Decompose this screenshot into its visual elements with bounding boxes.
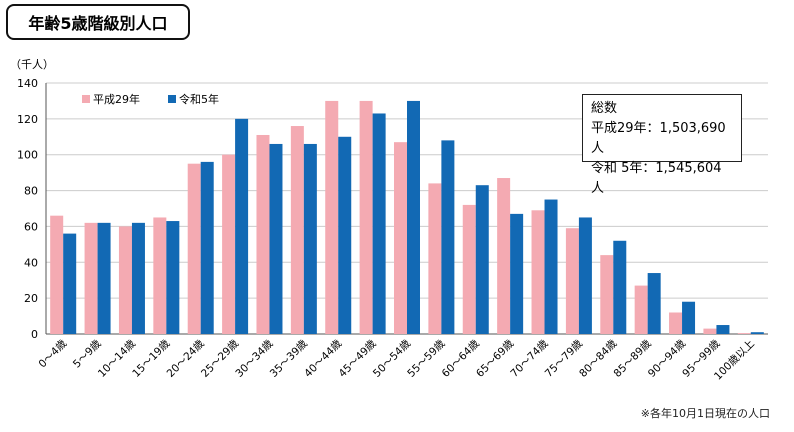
bar bbox=[63, 233, 77, 334]
bar bbox=[682, 301, 696, 334]
bar bbox=[407, 100, 420, 334]
bar bbox=[565, 228, 579, 334]
bar bbox=[200, 161, 214, 334]
bar bbox=[647, 273, 661, 334]
totals-box: 総数 平成29年：1,503,690人 令和 5年：1,545,604人 bbox=[582, 94, 742, 196]
legend-label: 平成29年 bbox=[93, 92, 140, 106]
y-axis-ticks: 0 20 40 60 80 100 120 140 bbox=[17, 77, 38, 341]
bar bbox=[600, 255, 614, 334]
totals-line-h29: 平成29年：1,503,690人 bbox=[591, 121, 726, 156]
bar bbox=[222, 154, 236, 334]
bar bbox=[256, 134, 270, 334]
bar bbox=[118, 226, 132, 334]
bar bbox=[441, 140, 455, 334]
y-tick-label: 100 bbox=[17, 149, 38, 162]
bar bbox=[544, 199, 558, 334]
bar bbox=[131, 222, 145, 334]
totals-line-r5: 令和 5年：1,545,604人 bbox=[591, 161, 722, 196]
y-tick-label: 0 bbox=[31, 328, 38, 341]
y-tick-label: 120 bbox=[17, 113, 38, 126]
legend-swatch bbox=[82, 95, 90, 103]
x-tick-label: 5～9歳 bbox=[71, 337, 104, 370]
legend: 平成29年 令和5年 bbox=[82, 92, 219, 106]
y-tick-label: 60 bbox=[24, 220, 38, 233]
bar bbox=[497, 178, 511, 334]
bar bbox=[531, 210, 545, 334]
bar bbox=[634, 285, 648, 334]
bar bbox=[325, 100, 339, 334]
y-tick-label: 80 bbox=[24, 185, 38, 198]
bar bbox=[303, 143, 317, 334]
bar bbox=[84, 222, 98, 334]
legend-label: 令和5年 bbox=[179, 92, 219, 106]
x-tick-label: 0～4歳 bbox=[37, 337, 70, 370]
bars bbox=[50, 100, 764, 335]
bar bbox=[475, 185, 489, 334]
y-tick-label: 20 bbox=[24, 292, 38, 305]
bar bbox=[166, 221, 180, 334]
y-tick-label: 140 bbox=[17, 77, 38, 90]
bar bbox=[50, 215, 64, 334]
bar bbox=[153, 217, 167, 334]
bar bbox=[290, 126, 304, 335]
bar bbox=[578, 217, 592, 334]
x-axis-ticks: 0～4歳 5～9歳10～14歳15～19歳20～24歳25～29歳30～34歳35… bbox=[37, 337, 757, 382]
bar bbox=[338, 136, 352, 334]
chart-title: 年齢5歳階級別人口 bbox=[6, 4, 190, 40]
bar bbox=[703, 328, 717, 334]
bar bbox=[359, 100, 373, 334]
bar bbox=[235, 118, 249, 334]
bar bbox=[737, 333, 751, 334]
bar bbox=[510, 213, 524, 334]
bar bbox=[462, 204, 476, 334]
bar bbox=[97, 222, 111, 334]
bar bbox=[613, 240, 627, 334]
bar bbox=[187, 163, 201, 334]
bar bbox=[394, 142, 407, 334]
bar bbox=[269, 143, 283, 334]
bar bbox=[372, 113, 386, 334]
y-axis-unit-label: （千人） bbox=[10, 58, 54, 71]
y-tick-label: 40 bbox=[24, 256, 38, 269]
legend-swatch bbox=[168, 95, 176, 103]
bar bbox=[750, 332, 764, 334]
bar bbox=[716, 325, 730, 334]
bar bbox=[428, 183, 442, 334]
totals-heading: 総数 bbox=[591, 101, 618, 116]
bar bbox=[669, 312, 683, 334]
footnote: ※各年10月1日現在の人口 bbox=[640, 407, 770, 420]
